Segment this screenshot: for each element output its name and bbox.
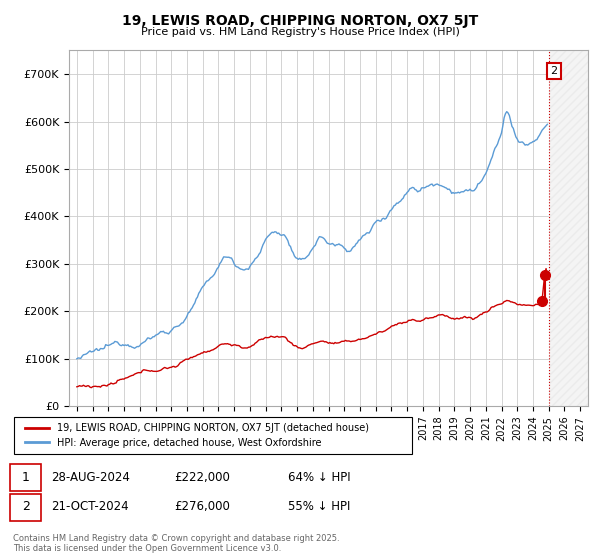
Text: 19, LEWIS ROAD, CHIPPING NORTON, OX7 5JT: 19, LEWIS ROAD, CHIPPING NORTON, OX7 5JT bbox=[122, 14, 478, 28]
Text: 55% ↓ HPI: 55% ↓ HPI bbox=[288, 500, 350, 514]
Legend: 19, LEWIS ROAD, CHIPPING NORTON, OX7 5JT (detached house), HPI: Average price, d: 19, LEWIS ROAD, CHIPPING NORTON, OX7 5JT… bbox=[21, 419, 373, 452]
Text: 1: 1 bbox=[22, 470, 30, 484]
Text: 2: 2 bbox=[22, 500, 30, 514]
Text: Contains HM Land Registry data © Crown copyright and database right 2025.
This d: Contains HM Land Registry data © Crown c… bbox=[13, 534, 340, 553]
Text: 2: 2 bbox=[550, 66, 557, 76]
Bar bbox=[548, 50, 588, 406]
FancyBboxPatch shape bbox=[14, 417, 412, 454]
Text: £276,000: £276,000 bbox=[174, 500, 230, 514]
Bar bbox=[548, 50, 588, 406]
Text: £222,000: £222,000 bbox=[174, 470, 230, 484]
Text: Price paid vs. HM Land Registry's House Price Index (HPI): Price paid vs. HM Land Registry's House … bbox=[140, 27, 460, 37]
Text: 28-AUG-2024: 28-AUG-2024 bbox=[51, 470, 130, 484]
Text: 21-OCT-2024: 21-OCT-2024 bbox=[51, 500, 128, 514]
Text: 64% ↓ HPI: 64% ↓ HPI bbox=[288, 470, 350, 484]
